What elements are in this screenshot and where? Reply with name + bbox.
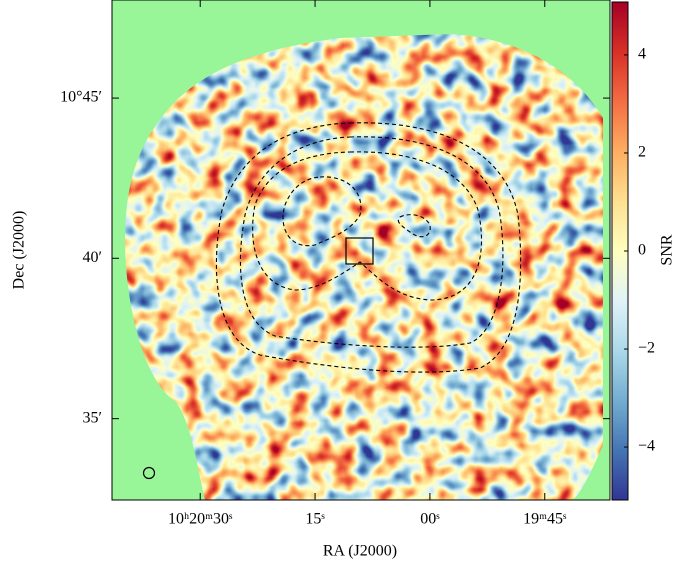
contour [282,176,362,247]
x-tick-label: 15ˢ [305,511,325,528]
colorbar-tick-label: −2 [638,340,655,357]
x-axis-label: RA (J2000) [323,543,397,560]
x-tick-label: 10ʰ20ᵐ30ˢ [168,511,233,528]
beam [142,466,156,480]
snr-image [125,34,603,500]
x-tick-label: 00ˢ [420,511,440,528]
y-tick-label: 10°45′ [60,89,102,106]
y-axis-label: Dec (J2000) [11,211,28,290]
x-tick-label: 19ᵐ45ˢ [523,511,567,528]
colorbar-tick-label: 0 [638,242,646,259]
colorbar-tick-label: 2 [638,144,646,161]
colorbar-tick-label: 4 [638,46,646,63]
colorbar-tick-label: −4 [638,438,655,455]
contour [252,151,483,301]
source-box [345,237,374,265]
y-tick-label: 40′ [83,249,103,266]
contour [239,136,504,348]
snr-map [125,34,603,500]
contours [215,122,522,373]
contour [397,214,431,238]
colorbar-label: SNR [659,234,676,265]
axes-frame [111,0,611,501]
y-tick-label: 35′ [83,409,103,426]
